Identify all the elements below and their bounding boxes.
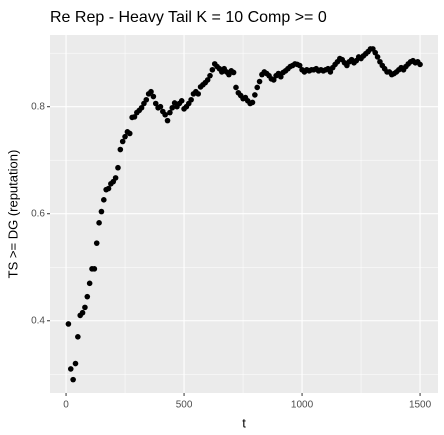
point — [98, 208, 105, 215]
point — [82, 304, 88, 311]
point — [105, 185, 112, 192]
point — [70, 376, 76, 383]
point — [101, 197, 107, 203]
point — [296, 62, 303, 69]
point — [119, 138, 126, 145]
point — [256, 78, 263, 85]
point — [252, 92, 258, 98]
point — [162, 111, 168, 118]
point — [164, 117, 171, 124]
y-axis-label: TS >= DG (reputation) — [5, 150, 20, 279]
point — [84, 293, 91, 300]
point — [230, 69, 237, 76]
point — [207, 72, 213, 79]
point — [122, 133, 128, 140]
x-axis-label: t — [242, 415, 246, 430]
point — [249, 99, 256, 106]
point — [150, 93, 157, 100]
point — [91, 266, 98, 272]
x-tick-label: 1500 — [409, 400, 432, 411]
point — [278, 73, 284, 80]
point — [96, 220, 102, 226]
point — [195, 91, 202, 97]
x-tick-label: 0 — [63, 400, 69, 411]
point — [93, 240, 100, 246]
point — [143, 96, 150, 103]
point — [126, 130, 133, 137]
point — [209, 66, 216, 73]
point — [86, 280, 93, 287]
y-tick-label: 0.8 — [31, 101, 45, 112]
point — [115, 164, 121, 171]
point — [157, 103, 164, 110]
chart-title: Re Rep - Heavy Tail K = 10 Comp >= 0 — [50, 9, 327, 26]
x-tick-label: 500 — [176, 400, 193, 411]
point — [112, 175, 119, 181]
point — [148, 88, 154, 95]
point — [327, 69, 334, 75]
point — [117, 146, 124, 153]
point — [79, 309, 86, 316]
point — [131, 114, 138, 120]
point — [75, 334, 81, 340]
point — [374, 54, 381, 60]
point — [169, 104, 176, 111]
point — [65, 321, 72, 327]
x-tick-label: 1000 — [291, 400, 314, 411]
point — [270, 77, 277, 83]
point — [204, 77, 211, 83]
point — [417, 61, 423, 68]
point — [67, 366, 74, 372]
point — [152, 100, 159, 107]
point — [72, 360, 79, 367]
point — [233, 84, 239, 91]
point — [167, 109, 173, 116]
point — [188, 96, 194, 103]
point — [178, 98, 185, 104]
point — [254, 84, 261, 91]
point — [138, 104, 145, 111]
y-tick-label: 0.4 — [31, 315, 45, 326]
y-tick-label: 0.6 — [31, 208, 45, 219]
point — [372, 49, 379, 56]
